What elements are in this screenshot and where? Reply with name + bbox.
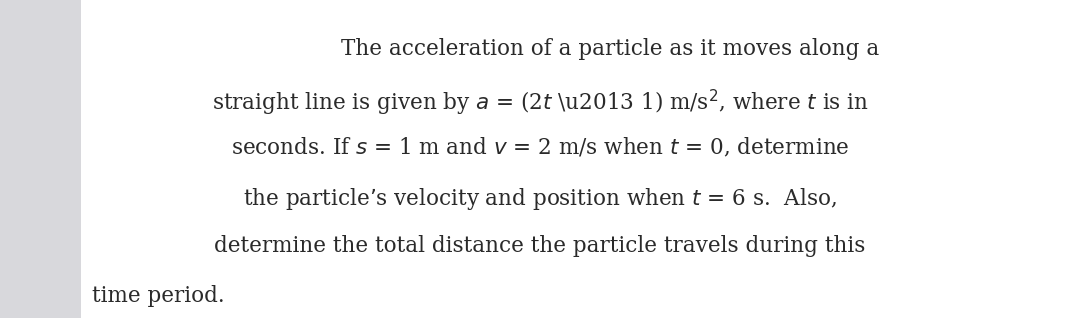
Text: seconds. If $s$ = 1 m and $v$ = 2 m/s when $t$ = 0, determine: seconds. If $s$ = 1 m and $v$ = 2 m/s wh…	[231, 137, 849, 160]
Text: time period.: time period.	[92, 285, 225, 307]
Text: the particle’s velocity and position when $t$ = 6 s.  Also,: the particle’s velocity and position whe…	[243, 186, 837, 212]
Text: The acceleration of a particle as it moves along a: The acceleration of a particle as it mov…	[341, 38, 879, 60]
Text: determine the total distance the particle travels during this: determine the total distance the particl…	[214, 235, 866, 257]
Bar	[0, 0, 81, 318]
Text: straight line is given by $a$ = (2$t$ \u2013 1) m/s$^2$, where $t$ is in: straight line is given by $a$ = (2$t$ \u…	[212, 87, 868, 118]
